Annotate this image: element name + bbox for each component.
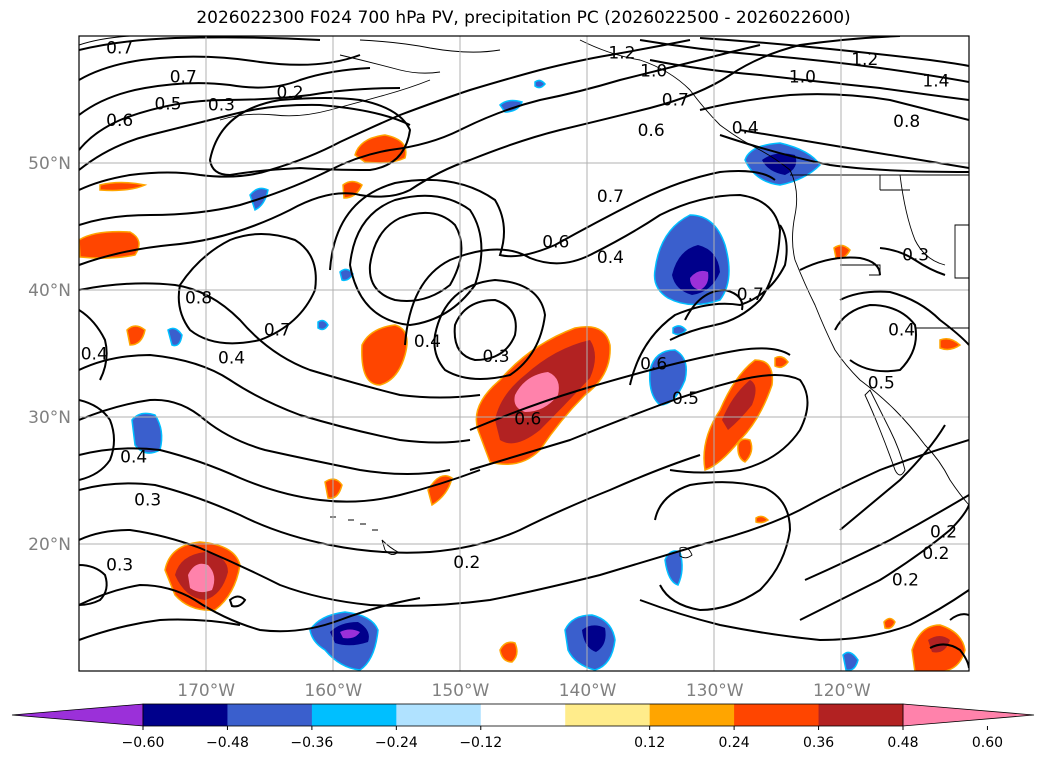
- colorbar-tick-label: 0.12: [634, 735, 665, 751]
- contour-label: 0.3: [134, 491, 161, 511]
- contour-label: 0.7: [662, 91, 689, 111]
- colorbar-tick-label: −0.60: [122, 735, 165, 751]
- colorbar-bin: [818, 704, 904, 726]
- contour-label: 0.6: [640, 355, 667, 375]
- contour-label: 0.7: [597, 187, 624, 207]
- contour-label: 0.6: [106, 111, 133, 131]
- chart-title: 2026022300 F024 700 hPa PV, precipitatio…: [196, 8, 851, 28]
- colorbar-tick-label: −0.12: [459, 735, 502, 751]
- colorbar-extend-low: [11, 703, 144, 727]
- contour-label: 0.4: [597, 248, 624, 268]
- contour-label: 1.0: [789, 68, 816, 88]
- contour-label: 0.5: [868, 374, 895, 394]
- lon-tick-label: 170°W: [177, 681, 235, 701]
- colorbar-tick-label: −0.24: [375, 735, 418, 751]
- contour-label: 0.2: [922, 544, 949, 564]
- colorbar-bin: [396, 704, 482, 726]
- contour-label: 0.4: [414, 332, 441, 352]
- lat-tick-label: 30°N: [28, 408, 71, 428]
- contour-label: 0.8: [185, 289, 212, 309]
- contour-label: 0.7: [106, 38, 133, 58]
- lon-tick-label: 150°W: [432, 681, 490, 701]
- colorbar-extend-high: [902, 703, 1035, 727]
- contour-label: 0.7: [170, 68, 197, 88]
- contour-label: 1.4: [922, 71, 949, 91]
- contour-label: 0.3: [902, 245, 929, 265]
- lon-tick-label: 120°W: [813, 681, 871, 701]
- contour-label: 0.7: [737, 285, 764, 305]
- contour-label: 0.6: [542, 233, 569, 253]
- contour-label: 0.4: [120, 447, 147, 467]
- precip-positive-central-peak: [514, 372, 559, 412]
- lon-tick-label: 160°W: [304, 681, 362, 701]
- latitude-labels: 20°N 30°N 40°N 50°N: [28, 154, 71, 555]
- contour-label: 0.3: [483, 347, 510, 367]
- colorbar-tick-label: 0.36: [803, 735, 834, 751]
- lon-tick-label: 130°W: [686, 681, 744, 701]
- contour-label: 0.5: [154, 94, 181, 114]
- colorbar-tick-label: 0.48: [887, 735, 918, 751]
- contour-label: 0.3: [106, 555, 133, 575]
- contour-label: 0.4: [888, 320, 915, 340]
- lat-tick-label: 40°N: [28, 281, 71, 301]
- pv-contours: [79, 36, 969, 669]
- colorbar-bin: [480, 704, 566, 726]
- colorbar-frame: [142, 703, 904, 727]
- contour-label: 0.3: [208, 96, 235, 116]
- colorbar-bin: [565, 704, 651, 726]
- contour-label: 0.6: [638, 121, 665, 141]
- lat-tick-label: 50°N: [28, 154, 71, 174]
- contour-label: 0.4: [81, 345, 108, 365]
- colorbar-bin: [649, 704, 735, 726]
- contour-label: 0.2: [892, 571, 919, 591]
- lon-tick-label: 140°W: [559, 681, 617, 701]
- colorbar-bin: [311, 704, 397, 726]
- contour-label: 1.2: [851, 50, 878, 70]
- contour-label: 0.5: [672, 389, 699, 409]
- longitude-labels: 170°W 160°W 150°W 140°W 130°W 120°W: [177, 681, 871, 701]
- contour-label: 0.4: [218, 348, 245, 368]
- contour-label: 0.2: [930, 522, 957, 542]
- contour-label: 0.2: [453, 553, 480, 573]
- map-frame: [78, 35, 970, 672]
- colorbar-tick-label: 0.60: [972, 735, 1003, 751]
- contour-label: 1.0: [640, 61, 667, 81]
- contour-label: 0.8: [893, 112, 920, 132]
- colorbar-bin: [227, 704, 313, 726]
- colorbar-bin: [143, 704, 228, 726]
- contour-label: 1.2: [608, 44, 635, 64]
- colorbar-tick-label: 0.24: [719, 735, 750, 751]
- contour-labels: 0.70.70.50.60.30.21.21.00.70.61.01.21.40…: [81, 38, 957, 591]
- colorbar: −0.60 −0.48 −0.36 −0.24 −0.12 0.12 0.24 0.36 0.4…: [11, 703, 1035, 751]
- contour-label: 0.4: [732, 118, 759, 138]
- contour-label: 0.6: [514, 409, 541, 429]
- contour-label: 0.7: [264, 320, 291, 340]
- graticule: [79, 36, 969, 671]
- colorbar-tick-label: −0.48: [206, 735, 249, 751]
- lat-tick-label: 20°N: [28, 535, 71, 555]
- colorbar-bin: [734, 704, 820, 726]
- precip-positive-west: [361, 324, 408, 386]
- contour-label: 0.2: [277, 83, 304, 103]
- colorbar-tick-label: −0.36: [290, 735, 333, 751]
